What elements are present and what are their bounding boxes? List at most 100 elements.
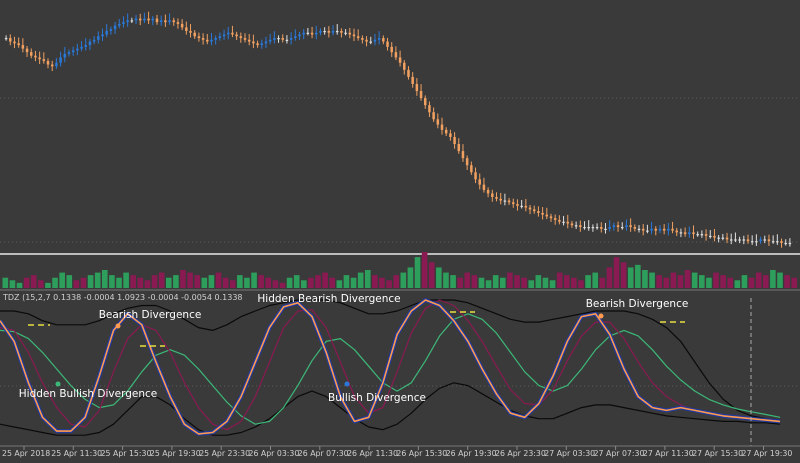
- candle-body: [226, 32, 230, 35]
- candle-body: [784, 242, 787, 245]
- candle-body: [382, 38, 385, 42]
- candle-body: [713, 235, 716, 238]
- annotation-label: Hidden Bullish Divergence: [19, 388, 158, 400]
- candle-body: [465, 158, 469, 166]
- histogram-bar: [102, 270, 108, 288]
- histogram-bar: [293, 275, 300, 288]
- histogram-bar: [372, 275, 378, 288]
- histogram-bar: [663, 277, 670, 288]
- x-tick-label: 26 Apr 07:30: [298, 449, 349, 458]
- candle-body: [63, 53, 67, 58]
- histogram-bar: [23, 277, 30, 288]
- candle-body: [373, 39, 377, 42]
- candle-body: [646, 230, 649, 232]
- x-tick-label: 25 Apr 15:30: [101, 449, 152, 458]
- candle-body: [570, 223, 574, 226]
- histogram-bar: [741, 275, 748, 288]
- histogram-bar: [215, 272, 222, 288]
- histogram-bar: [364, 270, 371, 288]
- histogram-bar: [144, 280, 151, 288]
- candle-body: [742, 239, 746, 241]
- candle-body: [625, 225, 628, 228]
- candle-body: [507, 200, 511, 203]
- x-tick-label: 25 Apr 19:30: [150, 449, 201, 458]
- histogram-bar: [443, 272, 449, 288]
- candle-body: [235, 34, 238, 37]
- histogram-bar: [329, 277, 336, 288]
- histogram-bar: [436, 267, 442, 288]
- series-lower_band: [0, 382, 781, 436]
- histogram-bar: [485, 280, 492, 288]
- candle-body: [591, 227, 595, 229]
- x-tick-label: 26 Apr 11:30: [347, 449, 398, 458]
- candle-body: [398, 57, 402, 63]
- candle-body: [579, 225, 582, 228]
- histogram-bar: [492, 275, 499, 288]
- candle-body: [499, 198, 502, 201]
- candle-body: [419, 91, 423, 99]
- histogram-bar: [670, 272, 677, 288]
- histogram-bar: [2, 277, 9, 288]
- candle-body: [369, 41, 373, 43]
- candle-body: [214, 38, 217, 40]
- candle-body: [545, 214, 549, 217]
- histogram-bar: [80, 277, 87, 288]
- candle-body: [600, 227, 603, 229]
- series-slow: [0, 299, 781, 431]
- candle-body: [13, 41, 16, 44]
- x-tick-label: 26 Apr 15:30: [396, 449, 447, 458]
- candle-body: [155, 18, 159, 23]
- histogram-bar: [194, 275, 200, 288]
- candle-body: [113, 25, 117, 30]
- histogram-bar: [237, 275, 243, 288]
- candle-body: [118, 23, 121, 26]
- candle-body: [331, 30, 335, 33]
- candle-body: [289, 38, 293, 40]
- candle-body: [583, 227, 586, 229]
- histogram-bar: [16, 282, 23, 288]
- candle-body: [298, 34, 301, 37]
- histogram-bar: [151, 275, 158, 288]
- candle-body: [679, 232, 683, 234]
- candle-body: [21, 45, 25, 49]
- histogram-bar: [386, 280, 392, 288]
- candle-body: [449, 133, 452, 137]
- histogram-bar: [500, 277, 506, 288]
- candle-body: [306, 32, 310, 34]
- candle-body: [206, 39, 209, 42]
- candle-body: [38, 57, 41, 60]
- histogram-bar: [244, 277, 250, 288]
- histogram-bar: [258, 275, 264, 288]
- histogram-bar: [87, 275, 94, 288]
- histogram-bar: [428, 262, 435, 288]
- candle-body: [788, 242, 792, 245]
- histogram-bar: [521, 277, 527, 288]
- histogram-bar: [549, 280, 556, 288]
- histogram-bar: [30, 275, 37, 288]
- candle-body: [268, 39, 272, 42]
- histogram-bar: [421, 252, 428, 288]
- series-fast: [0, 299, 781, 435]
- histogram-bar: [379, 277, 385, 288]
- annotation-dot: [598, 313, 604, 319]
- histogram-bar: [514, 275, 520, 288]
- histogram-bar: [606, 267, 613, 288]
- candle-body: [482, 184, 486, 190]
- x-tick-label: 27 Apr 19:30: [742, 449, 793, 458]
- candle-body: [423, 98, 427, 106]
- candle-body: [700, 234, 704, 236]
- histogram-bar: [322, 272, 328, 288]
- annotation-dot: [55, 381, 61, 387]
- candle-body: [574, 225, 578, 227]
- candle-body: [42, 59, 46, 61]
- candle-body: [637, 228, 641, 231]
- candle-body: [285, 39, 289, 41]
- x-tick-label: 27 Apr 07:30: [594, 449, 645, 458]
- candle-body: [344, 32, 347, 34]
- histogram-bar: [315, 275, 321, 288]
- annotations-group: Bearish Divergence Hidden Bearish Diverge…: [19, 293, 689, 404]
- candle-body: [9, 38, 12, 42]
